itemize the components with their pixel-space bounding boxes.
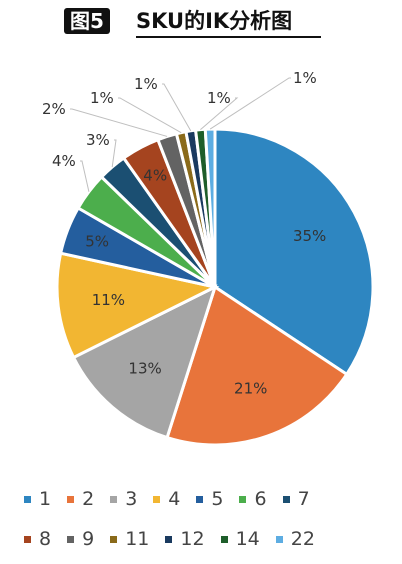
legend-swatch [196, 495, 204, 503]
legend-item-5: 5 [196, 488, 223, 510]
legend-swatch [275, 535, 283, 543]
legend-item-6: 6 [239, 488, 267, 510]
legend-label: 12 [180, 528, 205, 550]
legend-label: 11 [125, 528, 150, 550]
data-label-6: 4% [52, 152, 76, 170]
data-label-9: 2% [42, 100, 66, 118]
legend-item-8: 8 [24, 528, 51, 550]
legend-item-1: 1 [24, 488, 51, 510]
leader-lines [70, 77, 291, 192]
legend-swatch [220, 535, 228, 543]
legend-label: 6 [254, 488, 267, 510]
legend-item-14: 14 [220, 528, 260, 550]
legend-label: 1 [39, 488, 52, 510]
data-label-12: 1% [134, 75, 158, 93]
legend-swatch [67, 495, 75, 503]
legend-swatch [24, 535, 31, 543]
data-label-8: 4% [143, 167, 167, 185]
legend-item-2: 2 [67, 488, 94, 510]
data-label-4: 11% [92, 291, 125, 309]
legend-label: 2 [82, 488, 95, 510]
data-label-11: 1% [90, 89, 114, 107]
legend-row: 8 9 11 12 14 22 [24, 524, 384, 554]
legend-label: 9 [82, 528, 95, 550]
legend-swatch [239, 495, 247, 503]
leader-line-14 [200, 97, 239, 131]
legend-row: 1 2 3 4 5 6 7 [24, 484, 384, 514]
legend-label: 22 [290, 528, 315, 550]
leader-line-7 [111, 139, 117, 168]
figure-badge: 图5 [64, 8, 110, 34]
legend-item-11: 11 [110, 528, 149, 550]
pie-slice-3 [71, 284, 218, 440]
data-label-22: 1% [293, 69, 317, 87]
data-label-3: 13% [128, 360, 161, 378]
legend-label: 14 [235, 528, 260, 550]
legend-label: 8 [39, 528, 52, 550]
legend-item-4: 4 [153, 488, 180, 510]
legend-swatch [67, 535, 75, 543]
data-label-2: 21% [234, 379, 267, 397]
title-underline [136, 36, 321, 38]
pie-chart: 35% 21% 13% 11% 5% 4% 3% 4% 2% 1% 1% 1% 1% [42, 69, 375, 447]
legend-swatch [165, 535, 173, 543]
data-label-14: 1% [207, 89, 231, 107]
data-label-7: 3% [86, 131, 110, 149]
pie-slice-22 [203, 127, 217, 288]
legend-item-12: 12 [165, 528, 205, 550]
pie-slices [55, 127, 375, 447]
data-label-5: 5% [85, 232, 109, 250]
legend-label: 4 [168, 488, 181, 510]
legend-swatch [282, 495, 290, 503]
legend-item-7: 7 [282, 488, 310, 510]
leader-line-12 [162, 83, 192, 132]
leader-line-22 [209, 77, 291, 130]
chart-header: 图5 SKU的IK分析图 [0, 0, 402, 48]
legend-label: 7 [297, 488, 310, 510]
leader-line-6 [80, 160, 90, 192]
legend-label: 5 [211, 488, 224, 510]
legend-swatch [110, 535, 118, 543]
legend-swatch [110, 495, 118, 503]
legend-label: 3 [125, 488, 138, 510]
chart-title: SKU的IK分析图 [136, 9, 293, 33]
data-label-1: 35% [293, 227, 326, 245]
leader-line-9 [70, 108, 168, 137]
legend-swatch [24, 495, 31, 503]
data-labels: 35% 21% 13% 11% 5% 4% 3% 4% 2% 1% 1% 1% 1% [42, 69, 326, 397]
leader-line-11 [118, 97, 182, 134]
legend-swatch [153, 495, 161, 503]
legend-item-22: 22 [275, 528, 315, 550]
legend-item-3: 3 [110, 488, 137, 510]
legend-item-9: 9 [67, 528, 94, 550]
pie-slice-2 [165, 284, 349, 447]
